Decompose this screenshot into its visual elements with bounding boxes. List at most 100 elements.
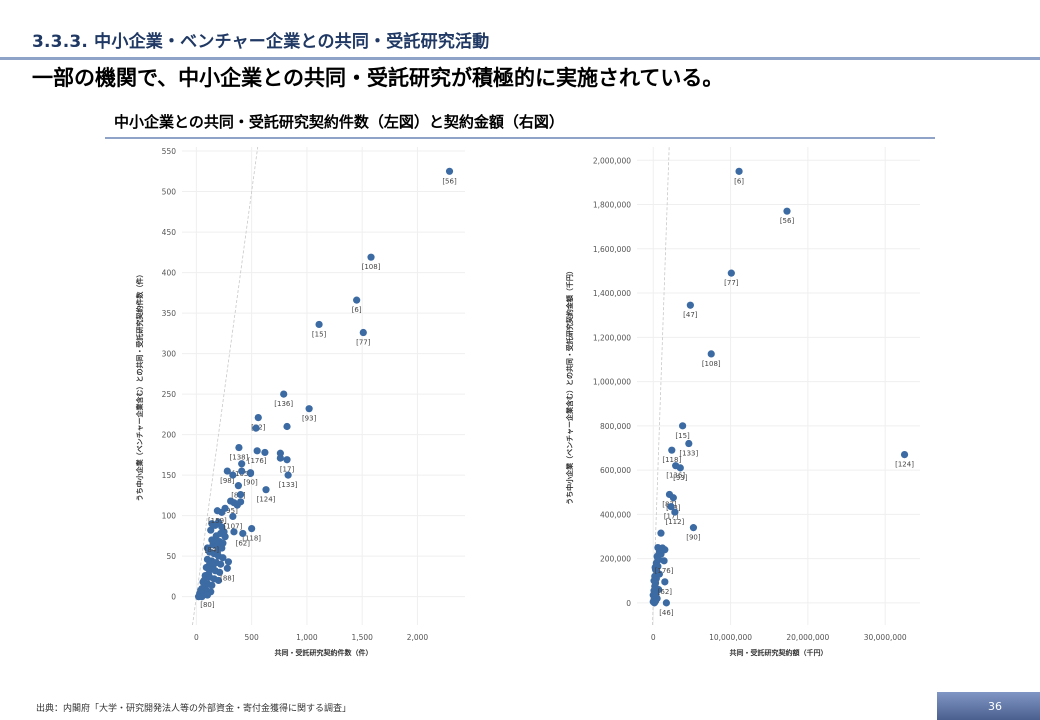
data-point xyxy=(217,560,225,568)
x-tick-label: 30,000,000 xyxy=(864,633,907,642)
point-label: [17] xyxy=(664,513,679,521)
data-point xyxy=(676,464,684,472)
data-point xyxy=(284,471,292,479)
data-point xyxy=(239,529,247,538)
data-point xyxy=(219,554,227,562)
reference-line xyxy=(192,146,259,626)
data-point xyxy=(197,586,205,594)
data-point xyxy=(207,526,215,534)
x-tick-label: 1,500 xyxy=(351,633,373,642)
point-label: [56] xyxy=(780,217,795,225)
data-point xyxy=(686,301,694,309)
x-tick-label: 0 xyxy=(194,633,199,642)
data-point xyxy=(203,591,212,599)
section-title: 3.3.3. 中小企業・ベンチャー企業との共同・受託研究活動 xyxy=(32,32,490,52)
data-point xyxy=(662,599,670,607)
data-point xyxy=(221,504,229,512)
data-point xyxy=(315,320,323,329)
point-label: [6] xyxy=(352,306,362,314)
data-point xyxy=(652,590,660,598)
y-tick-label: 1,600,000 xyxy=(593,245,631,254)
point-label: [136] xyxy=(274,400,293,408)
y-tick-label: 1,000,000 xyxy=(593,378,631,387)
point-label: [62] xyxy=(658,588,673,596)
point-label: [176] xyxy=(655,567,674,575)
point-label: [108] xyxy=(362,263,381,271)
point-label: [124] xyxy=(895,461,914,469)
data-point xyxy=(657,550,665,558)
y-tick-label: 500 xyxy=(162,188,177,197)
data-point xyxy=(200,576,208,585)
point-label: [88] xyxy=(220,574,235,582)
data-point xyxy=(253,447,261,455)
y-tick-label: 0 xyxy=(626,599,631,608)
data-point xyxy=(445,167,454,175)
data-point xyxy=(655,570,664,578)
point-label: [98] xyxy=(220,477,235,485)
x-tick-label: 10,000,000 xyxy=(709,633,752,642)
y-axis-title: うち中小企業（ベンチャー企業含む）との共同・受託研究契約金額（千円） xyxy=(565,267,574,505)
point-label: [133] xyxy=(279,481,298,489)
x-tick-label: 500 xyxy=(244,633,259,642)
y-tick-label: 1,800,000 xyxy=(593,201,631,210)
data-point xyxy=(689,524,698,532)
page-number: 36 xyxy=(937,692,1040,720)
x-axis-title: 共同・受託研究契約額（千円） xyxy=(730,648,828,657)
point-label: [6] xyxy=(734,177,744,185)
point-label: [56] xyxy=(442,177,457,185)
y-tick-label: 800,000 xyxy=(600,422,631,431)
x-tick-label: 0 xyxy=(651,633,656,642)
data-point xyxy=(236,498,245,506)
y-tick-label: 2,000,000 xyxy=(593,156,631,165)
data-point xyxy=(661,578,669,586)
y-tick-label: 200,000 xyxy=(600,555,631,564)
headline: 一部の機関で、中小企業との共同・受託研究が積極的に実施されている。 xyxy=(32,66,724,90)
point-label: [46] xyxy=(659,609,674,617)
source-note: 出典：内閣府「大学・研究開発法人等の外部資金・寄付金獲得に関する調査」 xyxy=(36,704,352,714)
data-point xyxy=(234,482,242,490)
y-tick-label: 150 xyxy=(162,471,177,480)
data-point xyxy=(262,486,270,494)
data-point xyxy=(221,533,229,541)
data-point xyxy=(238,460,246,468)
y-tick-label: 550 xyxy=(162,147,177,156)
point-label: [112] xyxy=(665,518,684,526)
point-label: [176] xyxy=(248,457,267,465)
y-tick-label: 400,000 xyxy=(600,510,631,519)
point-label: [93] xyxy=(302,415,317,423)
point-label: [138] xyxy=(230,454,249,462)
data-point xyxy=(735,167,743,175)
data-point xyxy=(727,269,735,277)
data-point xyxy=(238,467,246,475)
data-point xyxy=(679,422,687,430)
point-label: [93] xyxy=(673,474,688,482)
data-point xyxy=(248,524,256,533)
point-label: [17] xyxy=(280,466,295,474)
left-scatter-chart: 0 50 100 150 200 250 300 350 400 450 500 550 0 500 1,0… xyxy=(135,146,465,657)
point-label: [107] xyxy=(223,522,242,530)
point-label: [77] xyxy=(356,339,371,347)
data-point xyxy=(671,508,679,516)
x-tick-label: 1,000 xyxy=(296,633,318,642)
y-tick-label: 250 xyxy=(162,390,177,399)
point-label: [118] xyxy=(662,456,681,464)
data-point xyxy=(685,439,693,448)
y-tick-label: 300 xyxy=(162,350,177,359)
data-point xyxy=(707,350,715,358)
point-label: [124] xyxy=(257,496,276,504)
point-label: [47] xyxy=(683,311,698,319)
point-label: [133] xyxy=(679,450,698,458)
point-label: [118] xyxy=(242,535,261,543)
data-point xyxy=(235,443,243,452)
data-point xyxy=(213,548,221,556)
point-label: [159] xyxy=(208,517,227,525)
point-label: [95] xyxy=(223,507,238,515)
data-point xyxy=(667,503,675,511)
point-label: [80] xyxy=(200,601,215,609)
data-point xyxy=(203,544,212,552)
data-point xyxy=(254,413,262,422)
data-point xyxy=(359,328,367,337)
data-point xyxy=(246,469,255,477)
data-point xyxy=(252,424,260,432)
data-point xyxy=(283,456,291,464)
